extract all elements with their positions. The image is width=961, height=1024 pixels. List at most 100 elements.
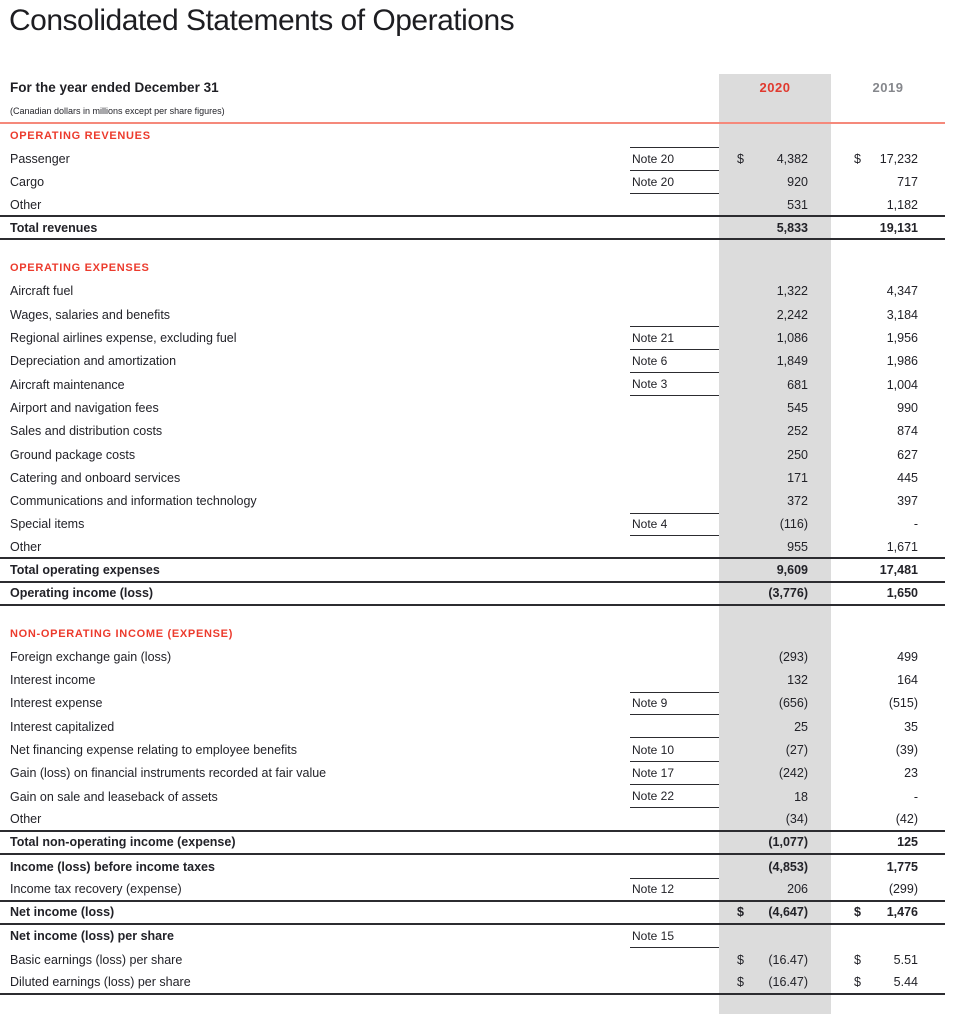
amount: (116) bbox=[779, 517, 808, 532]
red-divider bbox=[0, 122, 945, 124]
value-2019: 3,184 bbox=[831, 303, 945, 326]
row-label: Net income (loss) bbox=[10, 905, 115, 920]
value-2020: 171 bbox=[719, 466, 831, 489]
row-label: Communications and information technolog… bbox=[10, 494, 257, 509]
amount: 990 bbox=[897, 400, 918, 415]
value-2019: 874 bbox=[831, 420, 945, 443]
value-2019: 397 bbox=[831, 489, 945, 512]
amount: 252 bbox=[787, 424, 808, 439]
highlight-column-2020 bbox=[719, 74, 831, 1014]
section-heading-row: NON-OPERATING INCOME (EXPENSE) bbox=[0, 622, 945, 645]
note-ref: Note 3 bbox=[630, 373, 719, 397]
value-2019: $1,476 bbox=[831, 902, 945, 923]
note-ref bbox=[630, 536, 719, 557]
amount: (293) bbox=[778, 649, 808, 664]
amount: 17,232 bbox=[879, 151, 918, 166]
value-2019: 627 bbox=[831, 443, 945, 466]
amount: 3,184 bbox=[886, 307, 918, 322]
value-2019 bbox=[831, 622, 945, 645]
note-ref: Note 10 bbox=[630, 738, 719, 762]
value-2020: 372 bbox=[719, 489, 831, 512]
amount: 132 bbox=[787, 673, 808, 688]
row-label: Foreign exchange gain (loss) bbox=[10, 649, 172, 664]
currency-symbol: $ bbox=[737, 905, 744, 920]
note-ref bbox=[630, 715, 719, 739]
value-2020: 1,086 bbox=[719, 326, 831, 349]
row-label: Other bbox=[10, 811, 42, 826]
total-row: Total non-operating income (expense) (1,0… bbox=[0, 832, 945, 855]
amount: (1,077) bbox=[768, 835, 808, 850]
total-row: Total revenues 5,833 19,131 bbox=[0, 217, 945, 241]
value-2020: 25 bbox=[719, 715, 831, 738]
amount: 18 bbox=[794, 789, 808, 804]
value-2020: 9,609 bbox=[719, 559, 831, 580]
amount: 1,322 bbox=[776, 284, 808, 299]
amount: 545 bbox=[787, 400, 808, 415]
row-label: Net financing expense relating to employ… bbox=[10, 743, 297, 758]
value-2019: 164 bbox=[831, 669, 945, 692]
line-item-row: Other 531 1,182 bbox=[0, 194, 945, 218]
value-2020: (293) bbox=[719, 645, 831, 668]
line-item-row: Foreign exchange gain (loss) (293) 499 bbox=[0, 645, 945, 668]
amount: 1,004 bbox=[886, 377, 918, 392]
amount: 23 bbox=[904, 766, 918, 781]
value-2019: 990 bbox=[831, 396, 945, 419]
row-label: Interest capitalized bbox=[10, 719, 115, 734]
value-2019: 1,671 bbox=[831, 536, 945, 557]
note-ref: Note 9 bbox=[630, 691, 719, 716]
amount: 171 bbox=[787, 470, 808, 485]
amount: 2,242 bbox=[776, 307, 808, 322]
value-2019: 23 bbox=[831, 762, 945, 785]
note-ref: Note 4 bbox=[630, 512, 719, 537]
row-label: Net income (loss) per share bbox=[10, 929, 174, 944]
value-2020 bbox=[719, 622, 831, 645]
line-item-row: Aircraft maintenance Note 3 681 1,004 bbox=[0, 373, 945, 397]
value-2019: 1,986 bbox=[831, 350, 945, 373]
row-label: Catering and onboard services bbox=[10, 470, 181, 485]
note-ref bbox=[630, 443, 719, 466]
note-ref bbox=[630, 466, 719, 489]
row-label: Airport and navigation fees bbox=[10, 400, 159, 415]
note-ref bbox=[630, 489, 719, 512]
value-2019: 717 bbox=[831, 171, 945, 194]
value-2020: 1,322 bbox=[719, 280, 831, 303]
line-item-row: Communications and information technolog… bbox=[0, 489, 945, 512]
note-ref bbox=[630, 256, 719, 279]
value-2019: 1,182 bbox=[831, 194, 945, 215]
value-2020 bbox=[719, 925, 831, 948]
amount: (4,647) bbox=[768, 905, 808, 920]
section-heading-row: OPERATING REVENUES bbox=[0, 124, 945, 147]
row-label: Gain on sale and leaseback of assets bbox=[10, 789, 218, 804]
amount: (42) bbox=[895, 811, 918, 826]
amount: 681 bbox=[787, 377, 808, 392]
row-label: Operating income (loss) bbox=[10, 586, 154, 601]
amount: 1,775 bbox=[886, 859, 918, 874]
amount: 17,481 bbox=[879, 562, 918, 577]
row-label: Total revenues bbox=[10, 220, 98, 235]
amount: 1,671 bbox=[886, 539, 918, 554]
note-ref bbox=[630, 396, 719, 419]
note-ref: Note 17 bbox=[630, 762, 719, 786]
value-2019: 499 bbox=[831, 645, 945, 668]
row-label: Diluted earnings (loss) per share bbox=[10, 975, 191, 990]
currency-symbol: $ bbox=[854, 952, 861, 967]
amount: (4,853) bbox=[768, 859, 808, 874]
value-2019: (42) bbox=[831, 808, 945, 829]
total-row: Net income (loss) per share Note 15 bbox=[0, 925, 945, 949]
row-label: Regional airlines expense, excluding fue… bbox=[10, 331, 237, 346]
amount: 5.44 bbox=[893, 975, 918, 990]
value-2020: 18 bbox=[719, 785, 831, 808]
amount: 1,849 bbox=[776, 354, 808, 369]
note-ref bbox=[630, 217, 719, 238]
line-item-row: Special items Note 4 (116) - bbox=[0, 512, 945, 537]
line-item-row: Gain (loss) on financial instruments rec… bbox=[0, 762, 945, 786]
note-ref bbox=[630, 948, 719, 971]
value-2020: $ (16.47) bbox=[719, 971, 831, 992]
value-2019: 1,775 bbox=[831, 855, 945, 878]
row-label: Wages, salaries and benefits bbox=[10, 307, 171, 322]
line-item-row: Sales and distribution costs 252 874 bbox=[0, 420, 945, 443]
amount: 445 bbox=[897, 470, 918, 485]
value-2019: - bbox=[831, 785, 945, 808]
line-item-row: Aircraft fuel 1,322 4,347 bbox=[0, 280, 945, 303]
note-ref: Note 20 bbox=[630, 147, 719, 171]
